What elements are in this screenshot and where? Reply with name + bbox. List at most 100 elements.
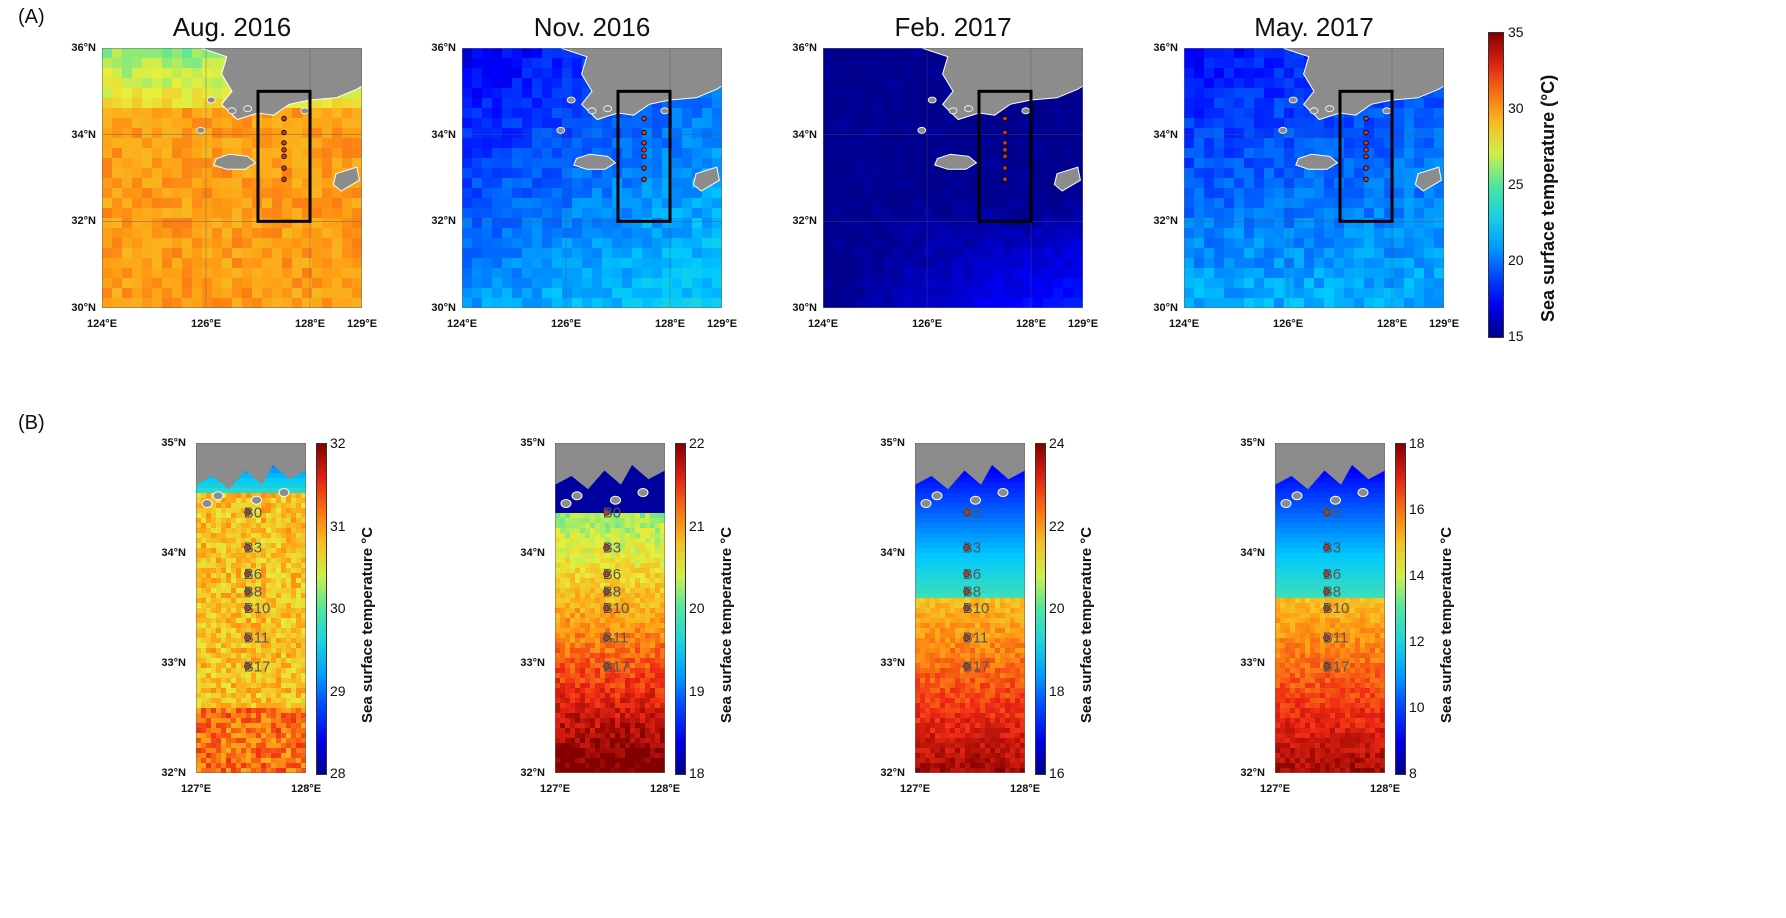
colorbar-b-3: [1035, 443, 1046, 775]
lat-tick: 34°N: [792, 128, 817, 141]
station-label: B10: [963, 600, 990, 617]
colorbar-tick: 22: [1049, 517, 1065, 534]
lat-tick: 32°N: [520, 767, 545, 779]
colorbar-gradient: [317, 444, 326, 774]
colorbar-tick: 18: [689, 765, 705, 781]
lon-tick: 128°E: [1369, 783, 1401, 795]
station-marker: [1002, 153, 1008, 160]
lon-tick: 129°E: [706, 318, 738, 330]
station-marker: [281, 165, 287, 171]
station-marker: [641, 129, 647, 136]
small-island: [917, 126, 927, 134]
small-island: [964, 105, 974, 113]
station-label: B17: [603, 658, 630, 675]
small-island: [278, 488, 290, 497]
lon-tick: 128°E: [1015, 318, 1047, 330]
sst-map-4: [1184, 48, 1444, 308]
coastline-land: [196, 443, 306, 490]
lat-tick: 36°N: [71, 42, 96, 54]
zoom-map-4: B0 B3 B6 B8 B10 B11 B17: [1275, 443, 1385, 773]
station-marker: [1323, 604, 1331, 612]
colorbar-gradient: [676, 444, 685, 774]
lon-tick: 127°E: [899, 783, 931, 795]
small-island: [1291, 491, 1303, 501]
small-island: [948, 107, 958, 115]
colorbar-tick: 19: [689, 682, 705, 699]
station-marker: [281, 115, 287, 122]
station-label: B17: [1323, 658, 1350, 675]
colorbar-title: Sea surface temperature °C: [359, 526, 376, 723]
sst-map-3: [823, 48, 1083, 308]
lat-tick: 33°N: [520, 657, 545, 669]
small-island: [251, 495, 262, 505]
colorbar-a: [1488, 32, 1504, 338]
lon-tick: 127°E: [180, 783, 212, 795]
korea-land: [1282, 48, 1444, 121]
lon-tick: 128°E: [290, 783, 322, 795]
lon-tick: 124°E: [86, 318, 118, 330]
station-marker: [1323, 508, 1331, 516]
small-island: [587, 107, 597, 115]
jeju-island: [934, 153, 978, 170]
station-marker: [603, 508, 611, 516]
station-label: B10: [1323, 600, 1350, 617]
small-island: [196, 126, 206, 134]
lat-tick: 30°N: [431, 302, 456, 314]
goto-islands: [1414, 166, 1442, 192]
station-marker: [1363, 153, 1369, 160]
small-island: [206, 96, 216, 104]
station-marker: [641, 115, 647, 122]
station-marker: [1323, 662, 1331, 670]
colorbar-a-tick: 20: [1508, 252, 1524, 268]
lon-tick: 124°E: [446, 318, 478, 330]
study-area-box: [1338, 89, 1394, 223]
lat-tick: 34°N: [161, 547, 186, 559]
station-label: B3: [244, 540, 262, 557]
colorbar-tick: 32: [330, 435, 346, 451]
colorbar-gradient: [1396, 444, 1405, 774]
station-marker: [963, 544, 971, 551]
small-island: [997, 488, 1009, 497]
lon-tick: 126°E: [911, 318, 943, 330]
colorbar-tick: 30: [330, 600, 346, 616]
colorbar-tick: 12: [1409, 633, 1425, 649]
lat-tick: 35°N: [880, 437, 905, 449]
station-label: B8: [1323, 584, 1341, 601]
lon-tick: 126°E: [1272, 318, 1304, 330]
small-island: [1382, 107, 1392, 115]
sst-map-1: [102, 48, 362, 308]
colorbar-tick: 10: [1409, 699, 1425, 715]
small-island: [920, 499, 932, 508]
station-label: B8: [963, 584, 981, 601]
lat-tick: 35°N: [161, 437, 186, 449]
station-marker: [641, 153, 647, 160]
lat-tick: 32°N: [792, 215, 817, 228]
station-label: B8: [603, 584, 621, 601]
zoom-map-2: B0 B3 B6 B8 B10 B11 B17: [555, 443, 665, 773]
colorbar-title: Sea surface temperature °C: [1078, 526, 1095, 723]
lon-tick: 127°E: [1259, 783, 1291, 795]
station-label: B3: [603, 540, 621, 557]
colorbar-tick: 20: [689, 600, 705, 616]
small-island: [660, 107, 670, 115]
study-area-box: [616, 89, 672, 223]
station-marker: [1002, 147, 1008, 153]
station-marker: [1363, 147, 1369, 153]
colorbar-tick: 24: [1049, 435, 1065, 451]
lat-tick: 34°N: [520, 547, 545, 559]
lat-tick: 34°N: [880, 547, 905, 559]
colorbar-a-tick: 25: [1508, 176, 1524, 192]
map-title: May. 2017: [1254, 12, 1374, 42]
station-marker: [963, 508, 971, 516]
map-title: Feb. 2017: [894, 12, 1012, 42]
station-marker: [244, 544, 252, 551]
colorbar-tick: 16: [1409, 501, 1425, 517]
lat-tick: 32°N: [1240, 767, 1265, 779]
station-label: B10: [603, 600, 630, 617]
station-marker: [603, 634, 611, 642]
lon-tick: 126°E: [190, 318, 222, 330]
small-island: [1325, 105, 1335, 113]
lat-tick: 34°N: [71, 128, 96, 141]
